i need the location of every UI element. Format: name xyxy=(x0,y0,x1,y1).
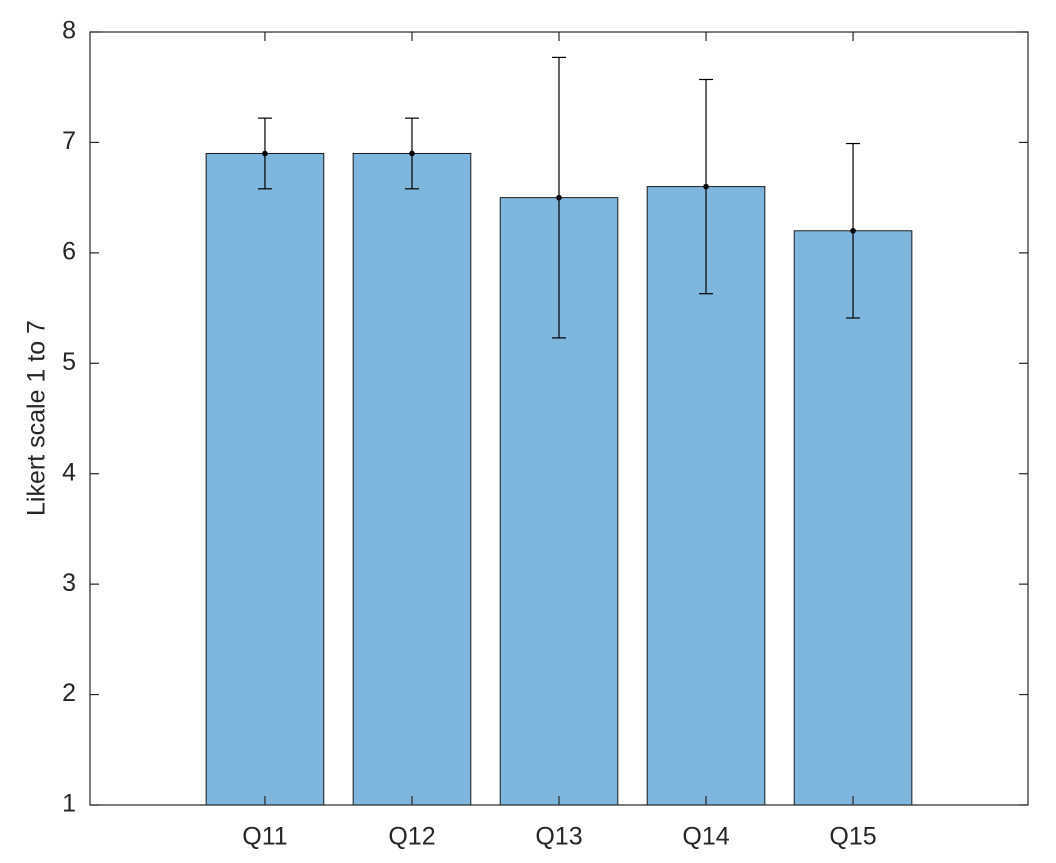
x-tick-label: Q13 xyxy=(535,823,582,851)
y-tick-label: 3 xyxy=(62,569,76,597)
x-tick-label: Q15 xyxy=(829,823,876,851)
y-tick-label: 8 xyxy=(62,17,76,45)
x-tick-label: Q14 xyxy=(682,823,729,851)
x-tick-label: Q12 xyxy=(388,823,435,851)
y-tick-label: 5 xyxy=(62,348,76,376)
bar xyxy=(352,152,472,806)
mean-dot xyxy=(409,150,415,157)
x-tick-label: Q11 xyxy=(242,823,287,851)
y-axis-label: Likert scale 1 to 7 xyxy=(23,320,51,516)
y-tick-label: 4 xyxy=(62,458,76,486)
y-tick-label: 7 xyxy=(62,127,76,155)
bar xyxy=(205,152,325,806)
mean-dot xyxy=(850,227,856,234)
mean-dot xyxy=(556,194,562,201)
mean-dot xyxy=(703,183,709,190)
mean-dot xyxy=(262,150,268,157)
y-tick-label: 2 xyxy=(62,679,76,707)
y-tick-label: 1 xyxy=(62,790,76,818)
y-tick-label: 6 xyxy=(62,237,76,265)
